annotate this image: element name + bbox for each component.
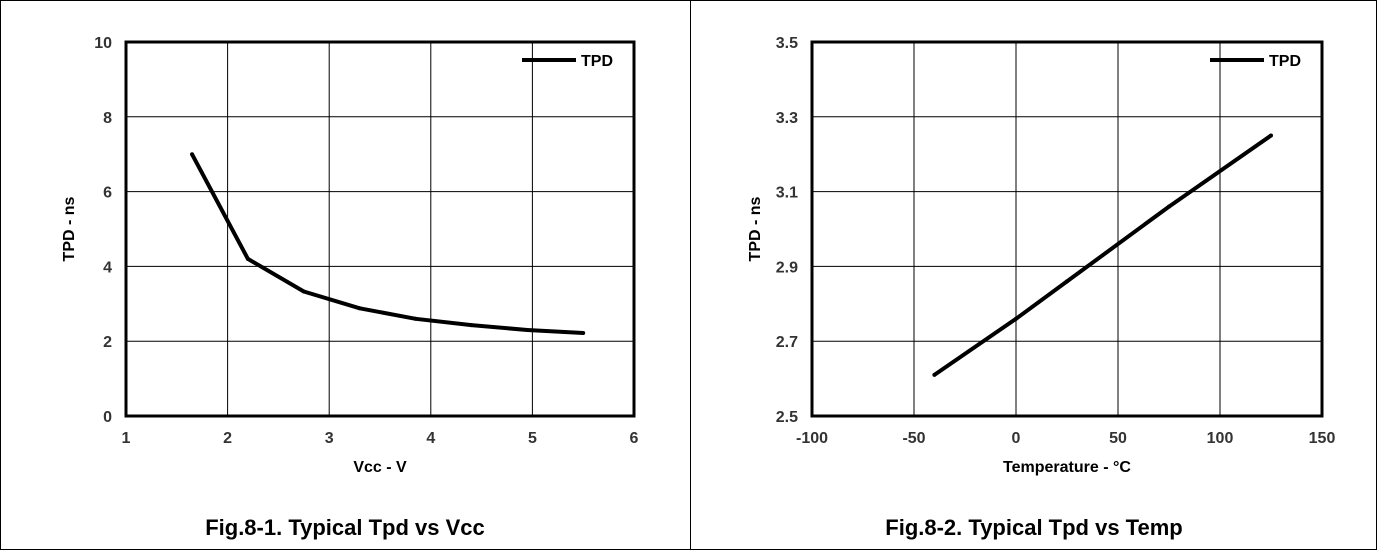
x-tick-label: 3 xyxy=(325,430,334,447)
data-point xyxy=(525,327,530,332)
y-tick-label: 10 xyxy=(94,35,112,52)
x-tick-label: 50 xyxy=(1109,430,1127,447)
x-axis-title: Temperature - °C xyxy=(1003,459,1131,476)
y-tick-label: 2.7 xyxy=(776,334,798,351)
y-axis-title: TPD - ns xyxy=(61,196,78,261)
data-point xyxy=(357,306,362,311)
series-line-tpd xyxy=(933,133,1273,377)
data-point xyxy=(1269,133,1273,138)
x-tick-label: 2 xyxy=(223,430,232,447)
x-tick-label: -50 xyxy=(902,430,925,447)
y-tick-label: 3.3 xyxy=(776,110,798,127)
data-point xyxy=(932,372,937,377)
data-point xyxy=(245,256,250,261)
series-line-tpd xyxy=(190,153,584,335)
x-axis-title: Vcc - V xyxy=(353,459,407,476)
y-tick-label: 3.5 xyxy=(776,35,798,52)
data-point xyxy=(413,316,418,321)
data-point xyxy=(190,152,195,157)
x-tick-label: 6 xyxy=(630,430,639,447)
caption-fig-8-1: Fig.8-1. Typical Tpd vs Vcc xyxy=(205,515,485,540)
y-tick-label: 8 xyxy=(103,110,112,127)
y-tick-label: 6 xyxy=(103,185,112,202)
chart-tpd-vs-vcc: 1 2 3 4 5 6 0 2 4 6 8 10 Vcc - V TPD - ns TPD xyxy=(61,35,639,476)
data-point xyxy=(301,289,306,294)
plot-area-border xyxy=(124,40,636,418)
x-tick-label: 150 xyxy=(1309,430,1336,447)
x-tick-label: 1 xyxy=(122,430,131,447)
y-tick-label: 2.5 xyxy=(776,409,798,426)
caption-fig-8-2: Fig.8-2. Typical Tpd vs Temp xyxy=(885,515,1183,540)
x-tick-label: -100 xyxy=(796,430,828,447)
x-tick-label: 100 xyxy=(1207,430,1234,447)
y-tick-label: 2.9 xyxy=(776,259,798,276)
y-tick-label: 3.1 xyxy=(776,185,798,202)
plot-area-border xyxy=(810,40,1324,418)
x-tick-label: 5 xyxy=(528,430,537,447)
y-tick-label: 4 xyxy=(103,259,112,276)
chart-tpd-vs-temp: -100 -50 0 50 100 150 2.5 2.7 2.9 3.1 3.3 3.5 Temper… xyxy=(747,35,1336,476)
x-tick-label: 4 xyxy=(426,430,435,447)
data-point xyxy=(1167,204,1171,209)
y-axis-title: TPD - ns xyxy=(747,196,764,261)
figure-divider xyxy=(690,0,691,550)
data-point xyxy=(1065,279,1069,284)
y-tick-label: 0 xyxy=(103,409,112,426)
legend-label: TPD xyxy=(1269,53,1301,70)
data-point xyxy=(1014,316,1018,321)
data-point xyxy=(581,330,586,335)
y-tick-label: 2 xyxy=(103,334,112,351)
x-tick-label: 0 xyxy=(1012,430,1021,447)
data-point xyxy=(469,323,474,328)
legend-label: TPD xyxy=(581,53,613,70)
